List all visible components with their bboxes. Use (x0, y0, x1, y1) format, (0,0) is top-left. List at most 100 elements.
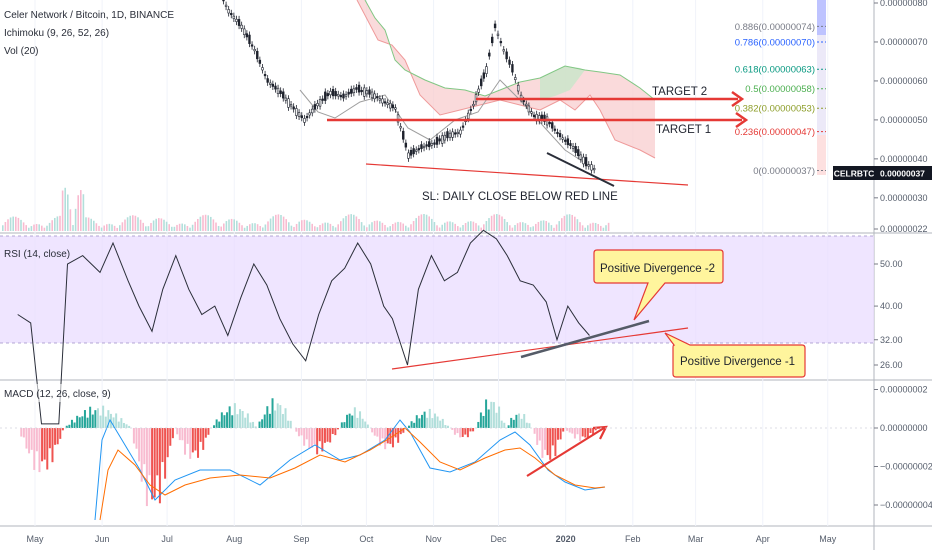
volume-bar (108, 223, 111, 231)
macd-pane[interactable]: MACD (12, 26, close, 9) 0.000000020.0000… (0, 384, 932, 521)
macd-up-arrow[interactable] (526, 425, 608, 477)
macd-histogram-bar (140, 428, 143, 482)
time-tick-label: Mar (688, 534, 704, 544)
volume-bar (72, 225, 74, 231)
volume-bar (441, 224, 443, 231)
candle (339, 91, 343, 101)
macd-histogram-bar (573, 428, 576, 439)
volume-bar (137, 217, 139, 231)
macd-histogram-bar (68, 424, 71, 428)
volume-bar (399, 222, 402, 231)
volume-bar (51, 220, 53, 231)
volume-bar (121, 222, 124, 231)
candle (587, 161, 590, 170)
macd-histogram-bar (461, 428, 464, 437)
macd-histogram-bar (366, 424, 369, 428)
rsi-axis[interactable]: 50.00 40.00 32.00 26.00 (874, 259, 903, 370)
volume-bar (243, 227, 246, 231)
candle (508, 56, 511, 68)
candle (407, 149, 410, 162)
volume-bar (589, 223, 592, 231)
volume-bar (210, 216, 212, 231)
time-axis[interactable]: May Jun Jul Aug Sep Oct Nov Dec 2020 Feb Mar Apr May (26, 534, 836, 544)
volume-bar (368, 224, 371, 231)
macd-histogram-bar (323, 428, 326, 443)
volume-bar (290, 225, 293, 231)
volume-bar (519, 222, 521, 231)
volume-bar (280, 214, 282, 231)
macd-histogram-bar (233, 403, 236, 428)
volume-bar (516, 223, 519, 231)
macd-axis[interactable]: 0.00000002 0.00000000 −0.00000002 −0.000000… (874, 385, 932, 511)
volume-bar (480, 227, 482, 231)
price-axis[interactable]: 0.00000080 0.00000070 0.00000060 0.00000050… (874, 0, 928, 234)
macd-histogram-bar (148, 428, 151, 476)
macd-histogram-bar (364, 421, 367, 428)
macd-histogram-bar (451, 428, 454, 430)
macd-histogram-bar (466, 428, 469, 438)
macd-histogram-bar (43, 428, 46, 460)
volume-bar (155, 218, 157, 231)
macd-histogram-bar (503, 422, 506, 428)
volume-bar (43, 227, 46, 231)
rsi-divergence-red-line[interactable] (391, 327, 689, 370)
rsi-pane[interactable]: RSI (14, close) 50.00 40.00 32.00 26.00 Pos… (0, 229, 903, 425)
candle (577, 146, 580, 160)
positive-divergence-1-callout[interactable]: Positive Divergence -1 (664, 332, 806, 378)
macd-histogram-bar (507, 425, 510, 428)
macd-histogram-bar (594, 428, 597, 431)
rsi-divergence-gray-line[interactable] (520, 319, 650, 359)
volume-bar (472, 221, 475, 231)
candle (383, 98, 387, 107)
candle (227, 5, 230, 17)
macd-histogram-bar (94, 410, 97, 428)
candle (579, 151, 583, 163)
fib-band-low (817, 135, 826, 175)
support-red-line[interactable] (365, 163, 689, 186)
fibonacci-retracement[interactable]: 0.886(0.00000074) 0.786(0.00000070) 0.618(… (735, 22, 826, 177)
macd-histogram-bar (389, 428, 392, 444)
macd-histogram-bar (226, 412, 229, 428)
candle (558, 129, 562, 141)
price-down-trendline[interactable] (546, 152, 615, 187)
target-1-arrow[interactable] (327, 111, 749, 129)
volume-bar (176, 224, 178, 231)
price-tick-label: 0.00000060 (880, 76, 928, 86)
volume-bar (163, 219, 165, 231)
volume-bar (147, 226, 150, 231)
price-pane[interactable]: 0.886(0.00000074) 0.786(0.00000070) 0.618(… (2, 0, 932, 234)
macd-histogram-bar (538, 428, 541, 441)
target-2-arrow[interactable] (476, 90, 745, 108)
volume-bar (145, 226, 147, 231)
volume-bar (415, 218, 417, 231)
volume-bar (126, 217, 129, 231)
volume-bar (405, 225, 407, 231)
fib-level-label: 0.886(0.00000074) (735, 22, 815, 33)
volume-bar (597, 224, 599, 231)
ichimoku-cloud-bearish (357, 0, 655, 158)
macd-histogram-bar (220, 412, 223, 428)
price-tick-label: 0.00000030 (880, 193, 928, 203)
volume-bar (412, 221, 415, 231)
macd-histogram-bar (541, 428, 544, 458)
volume-bar (423, 214, 425, 231)
volume-bar (303, 219, 306, 231)
macd-histogram-bar (33, 428, 36, 470)
volume-bar (41, 225, 43, 231)
candle (446, 128, 449, 142)
macd-histogram-bar (353, 407, 356, 428)
positive-divergence-2-callout[interactable]: Positive Divergence -2 (593, 249, 724, 321)
candle (329, 87, 332, 99)
macd-histogram-bar (397, 428, 400, 443)
fib-level-label: 0.618(0.00000063) (735, 65, 815, 76)
candle (525, 100, 528, 110)
volume-bar (254, 223, 256, 231)
volume-bar (262, 227, 264, 231)
candle (269, 79, 272, 88)
macd-histogram-bar (89, 406, 92, 428)
volume-bar (470, 221, 472, 231)
volume-bar (563, 215, 566, 231)
macd-histogram-bar (279, 405, 282, 428)
volume-bar (431, 218, 433, 231)
candle (477, 85, 480, 96)
